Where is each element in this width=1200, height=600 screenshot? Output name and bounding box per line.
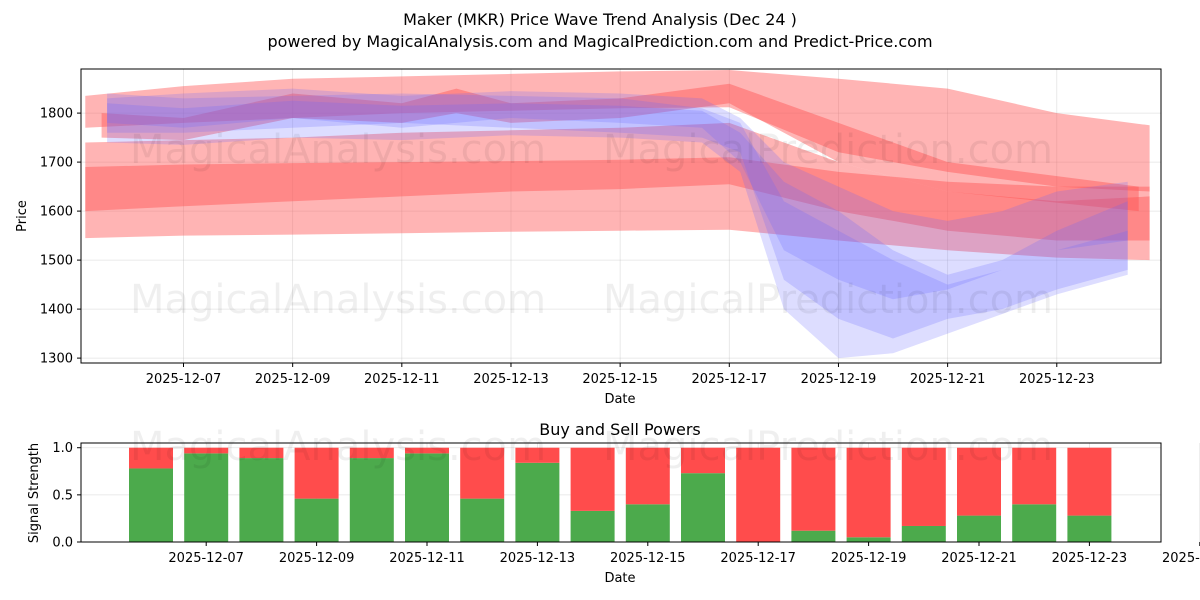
price-x-tick-label: 2025-12-07 [146, 372, 222, 387]
signal-x-tick-label: 2025-12-07 [168, 551, 244, 566]
price-x-label: Date [604, 392, 635, 407]
signal-x-ticks: 2025-12-07 2025-12-09 2025-12-11 2025-12-13… [168, 542, 1200, 566]
sell-bar [460, 447, 505, 499]
price-x-tick-label: 2025-12-17 [692, 372, 768, 387]
signal-x-tick-label: 2025-12-13 [500, 551, 576, 566]
signal-x-tick-label: 2025-12-19 [831, 551, 907, 566]
sell-bar [957, 447, 1001, 516]
band-red-2 [85, 157, 1150, 261]
buy-bar [791, 530, 836, 542]
sell-bar [405, 447, 449, 454]
sell-bar [1067, 447, 1112, 516]
band-red-3 [101, 83, 1139, 212]
price-y-tick-label: 1700 [40, 156, 73, 171]
sell-bar [570, 447, 615, 511]
price-x-tick-label: 2025-12-15 [582, 372, 658, 387]
buy-bar [405, 453, 449, 542]
buy-bar [515, 462, 560, 542]
signal-y-ticks: 0.0 0.5 1.0 [52, 441, 81, 551]
buy-bar [294, 498, 339, 542]
price-x-tick-label: 2025-12-11 [364, 372, 440, 387]
sell-bar [294, 447, 339, 499]
signal-x-tick-label: 2025-12-11 [389, 551, 465, 566]
buy-bar [239, 458, 284, 542]
sell-bar [736, 447, 781, 542]
price-x-ticks: 2025-12-07 2025-12-09 2025-12-11 2025-12-13… [146, 363, 1095, 387]
watermark-prediction-top: MagicalPrediction.com [603, 127, 1053, 173]
band-blue-4 [107, 93, 1128, 339]
watermark-analysis-mid: MagicalAnalysis.com [130, 277, 546, 323]
price-x-tick-label: 2025-12-09 [255, 372, 331, 387]
buy-bar [460, 498, 505, 542]
sell-bar [625, 447, 670, 505]
watermark-prediction-bottom: MagicalPrediction.com [603, 424, 1053, 470]
watermark-analysis-bottom: MagicalAnalysis.com [130, 424, 546, 470]
sell-bar [1012, 447, 1057, 505]
sell-bar [129, 447, 173, 469]
watermark-analysis-top: MagicalAnalysis.com [130, 127, 546, 173]
buy-bar [1012, 504, 1057, 542]
signal-x-tick-label: 2025-12-17 [720, 551, 796, 566]
signal-x-tick-label: 2025-12-15 [610, 551, 686, 566]
sell-bar [349, 447, 394, 459]
band-red-1 [85, 122, 1150, 241]
price-x-tick-label: 2025-12-19 [801, 372, 877, 387]
price-y-tick-label: 1400 [40, 303, 73, 318]
signal-y-tick-label: 0.5 [52, 488, 73, 503]
sell-bar [901, 447, 946, 526]
sell-bar [681, 447, 725, 474]
watermark-prediction-mid: MagicalPrediction.com [603, 277, 1053, 323]
price-y-tick-label: 1300 [40, 352, 73, 367]
band-red-0 [85, 70, 1150, 192]
buy-bar [901, 525, 946, 542]
signal-x-tick-label: 2025-12-21 [941, 551, 1017, 566]
sell-bar [515, 447, 560, 463]
sell-bar [184, 447, 229, 454]
sell-bar [239, 447, 284, 459]
buy-bar [184, 453, 229, 542]
signal-x-tick-label: 2025-12-25 [1162, 551, 1200, 566]
price-x-tick-label: 2025-12-21 [910, 372, 986, 387]
chart-title: Maker (MKR) Price Wave Trend Analysis (D… [403, 10, 797, 29]
buy-bar [349, 458, 394, 542]
signal-y-tick-label: 1.0 [52, 441, 73, 456]
signal-y-tick-label: 0.0 [52, 536, 73, 551]
sell-bar [846, 447, 891, 538]
signal-y-label: Signal Strength [27, 443, 42, 543]
band-blue-6 [107, 100, 1128, 359]
buy-bar [570, 510, 615, 542]
price-bands [85, 70, 1150, 359]
signal-frame [80, 442, 1162, 543]
price-frame [80, 68, 1162, 364]
buy-bar [129, 468, 173, 542]
signal-x-tick-label: 2025-12-09 [279, 551, 355, 566]
buy-bar [625, 504, 670, 542]
signal-x-label: Date [604, 571, 635, 586]
price-y-tick-label: 1500 [40, 254, 73, 269]
signal-panel: Buy and Sell Powers MagicalAnalysis.com … [27, 420, 1200, 586]
sell-bar [791, 447, 836, 531]
price-y-ticks: 1300 1400 1500 1600 1700 1800 [40, 107, 81, 367]
buy-bar [681, 473, 725, 542]
signal-bars [129, 447, 1112, 542]
buy-bar [957, 515, 1001, 542]
price-y-tick-label: 1600 [40, 205, 73, 220]
chart-subtitle: powered by MagicalAnalysis.com and Magic… [267, 32, 932, 51]
price-y-label: Price [15, 200, 30, 232]
price-panel: MagicalAnalysis.com MagicalPrediction.co… [15, 68, 1162, 407]
price-x-tick-label: 2025-12-13 [473, 372, 549, 387]
price-grid [81, 69, 1161, 363]
buy-bar [846, 537, 891, 542]
signal-x-tick-label: 2025-12-23 [1052, 551, 1128, 566]
signal-title: Buy and Sell Powers [539, 420, 701, 439]
buy-bar [1067, 515, 1112, 542]
band-blue-5 [107, 88, 1128, 300]
price-x-tick-label: 2025-12-23 [1019, 372, 1095, 387]
price-y-tick-label: 1800 [40, 107, 73, 122]
